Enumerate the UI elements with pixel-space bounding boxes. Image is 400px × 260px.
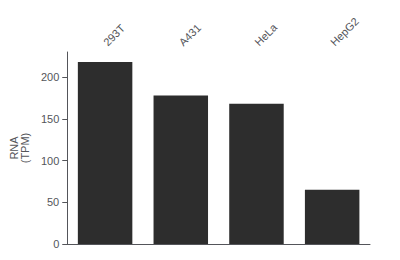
- svg-text:HepG2: HepG2: [328, 15, 361, 48]
- svg-text:HeLa: HeLa: [252, 21, 280, 49]
- svg-text:100: 100: [41, 155, 59, 167]
- svg-text:A431: A431: [177, 22, 204, 49]
- svg-text:0: 0: [53, 238, 59, 250]
- svg-text:RNA: RNA: [7, 136, 20, 160]
- svg-text:293T: 293T: [101, 22, 127, 48]
- svg-text:(TPM): (TPM): [19, 133, 31, 164]
- svg-text:150: 150: [41, 113, 59, 125]
- svg-text:200: 200: [41, 71, 59, 83]
- svg-text:50: 50: [47, 196, 59, 208]
